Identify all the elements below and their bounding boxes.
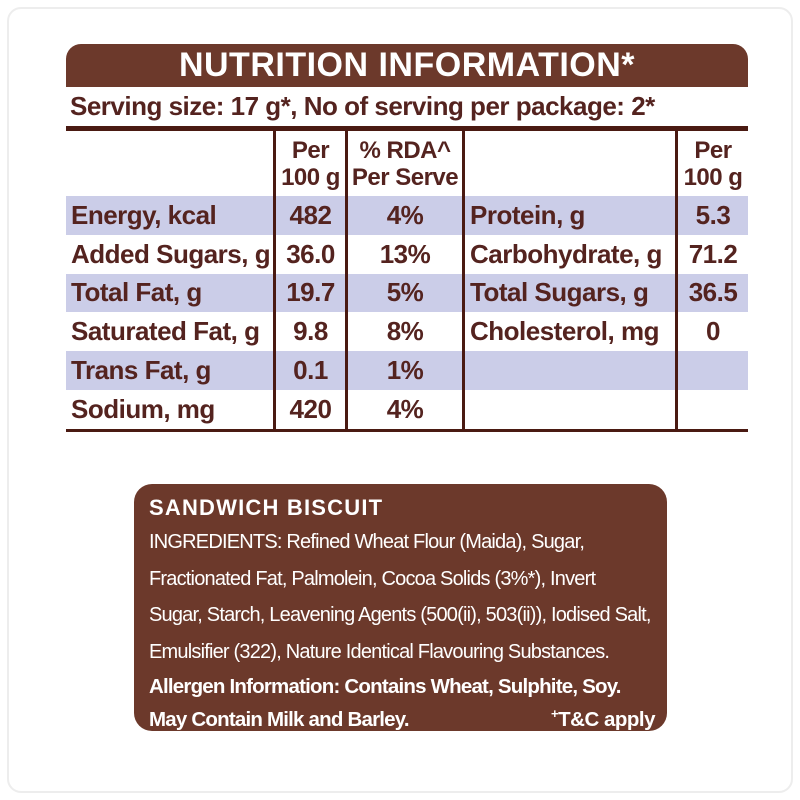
nutrition-table: Per 100 g % RDA^ Per Serve Per 100 g Ene…	[66, 126, 748, 432]
ingredients-line-3: Sugar, Starch, Leavening Agents (500(ii)…	[149, 604, 651, 626]
row-value-added-sugars-rda: 13%	[348, 234, 465, 274]
row-value-total-sugars-per100: 36.5	[678, 273, 748, 313]
row-value-trans-fat-rda: 1%	[348, 351, 465, 390]
header-per-100g-right: Per 100 g	[683, 136, 743, 191]
row-label-carbohydrate: Carbohydrate, g	[465, 234, 678, 274]
ingredients-line-4: Emulsifier (322), Nature Identical Flavo…	[149, 640, 610, 663]
row-label-protein: Protein, g	[465, 196, 678, 235]
row-label-total-sugars: Total Sugars, g	[465, 273, 678, 313]
header-per-100g: Per 100 g	[276, 131, 348, 196]
ingredients-line-2: Fractionated Fat, Palmolein, Cocoa Solid…	[149, 567, 596, 590]
row-label-energy: Energy, kcal	[66, 196, 276, 235]
row-value-protein-per100: 5.3	[678, 196, 748, 235]
row-value-sodium-per100: 420	[276, 389, 348, 429]
row-blank-right-value-6	[678, 390, 748, 429]
row-value-cholesterol-per100: 0	[706, 316, 720, 347]
serving-size-line: Serving size: 17 g*, No of serving per p…	[70, 91, 655, 121]
header-rda-per-serve: % RDA^ Per Serve	[348, 131, 465, 196]
row-value-energy-rda: 4%	[348, 196, 465, 235]
row-value-added-sugars-per100: 36.0	[276, 234, 348, 274]
row-value-saturated-fat-per100: 9.8	[276, 312, 348, 352]
row-label-added-sugars: Added Sugars, g	[66, 234, 276, 274]
product-title: SANDWICH BISCUIT	[149, 495, 384, 520]
tc-apply-note: +T&C apply	[551, 706, 655, 731]
allergen-info-line-2: May Contain Milk and Barley.	[149, 708, 410, 731]
row-value-carbohydrate-per100: 71.2	[688, 238, 738, 269]
row-label-cholesterol: Cholesterol, mg	[465, 312, 678, 352]
row-value-saturated-fat-rda: 8%	[348, 312, 465, 352]
ingredients-line-1: INGREDIENTS: Refined Wheat Flour (Maida)…	[149, 531, 585, 553]
row-blank-right-value-5	[678, 351, 748, 390]
row-value-energy-per100: 482	[276, 196, 348, 235]
header-blank-right	[465, 131, 678, 196]
row-blank-right-label-5	[465, 351, 678, 390]
allergen-info-line-1: Allergen Information: Contains Wheat, Su…	[149, 675, 621, 698]
row-blank-right-label-6	[465, 389, 678, 429]
row-value-sodium-rda: 4%	[348, 389, 465, 429]
row-value-total-fat-rda: 5%	[348, 273, 465, 313]
nutrition-title-bar: NUTRITION INFORMATION*	[66, 44, 748, 87]
row-value-total-fat-per100: 19.7	[276, 273, 348, 313]
allergen-tc-row: May Contain Milk and Barley. +T&C apply	[149, 703, 655, 731]
row-label-trans-fat: Trans Fat, g	[66, 351, 276, 390]
page-title: NUTRITION INFORMATION*	[178, 46, 636, 84]
header-blank-left	[66, 131, 276, 196]
row-label-saturated-fat: Saturated Fat, g	[66, 312, 276, 352]
row-value-trans-fat-per100: 0.1	[276, 351, 348, 390]
row-label-sodium: Sodium, mg	[66, 389, 276, 429]
row-label-total-fat: Total Fat, g	[66, 273, 276, 313]
ingredients-box: SANDWICH BISCUIT INGREDIENTS: Refined Wh…	[134, 484, 667, 731]
